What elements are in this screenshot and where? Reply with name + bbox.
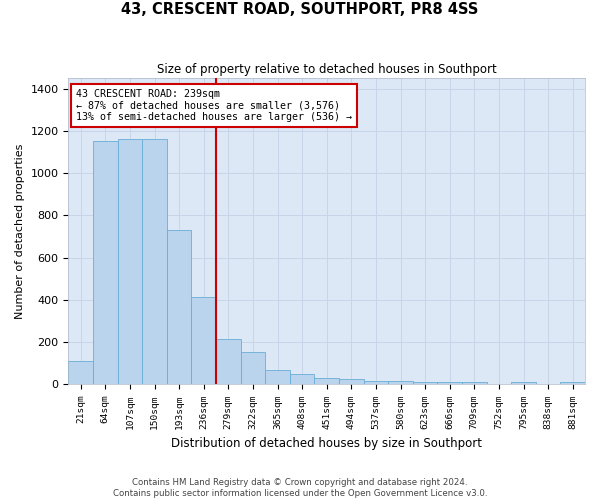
Bar bbox=[462, 382, 487, 384]
Bar bbox=[68, 361, 93, 384]
Bar bbox=[142, 140, 167, 384]
Text: 43, CRESCENT ROAD, SOUTHPORT, PR8 4SS: 43, CRESCENT ROAD, SOUTHPORT, PR8 4SS bbox=[121, 2, 479, 18]
Bar bbox=[241, 352, 265, 384]
Bar bbox=[339, 379, 364, 384]
Bar bbox=[290, 374, 314, 384]
Bar bbox=[560, 382, 585, 384]
Bar bbox=[314, 378, 339, 384]
Bar bbox=[93, 142, 118, 384]
Bar bbox=[364, 382, 388, 384]
Bar bbox=[265, 370, 290, 384]
X-axis label: Distribution of detached houses by size in Southport: Distribution of detached houses by size … bbox=[171, 437, 482, 450]
Bar bbox=[118, 140, 142, 384]
Title: Size of property relative to detached houses in Southport: Size of property relative to detached ho… bbox=[157, 62, 497, 76]
Text: 43 CRESCENT ROAD: 239sqm
← 87% of detached houses are smaller (3,576)
13% of sem: 43 CRESCENT ROAD: 239sqm ← 87% of detach… bbox=[76, 89, 352, 122]
Bar bbox=[167, 230, 191, 384]
Bar bbox=[511, 382, 536, 384]
Bar bbox=[191, 297, 216, 384]
Y-axis label: Number of detached properties: Number of detached properties bbox=[15, 144, 25, 319]
Bar bbox=[216, 339, 241, 384]
Bar bbox=[413, 382, 437, 384]
Bar bbox=[388, 382, 413, 384]
Text: Contains HM Land Registry data © Crown copyright and database right 2024.
Contai: Contains HM Land Registry data © Crown c… bbox=[113, 478, 487, 498]
Bar bbox=[437, 382, 462, 384]
